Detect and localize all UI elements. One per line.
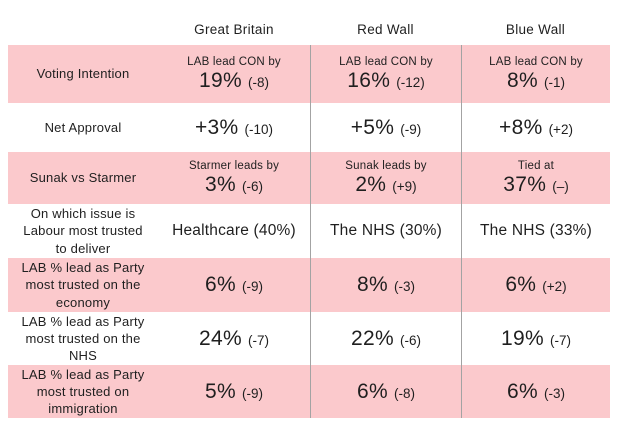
cell-prefix: Sunak leads by [345, 159, 427, 172]
cell-change: (-6) [241, 178, 263, 194]
cell-value: 22% [351, 326, 394, 350]
cell-text: The NHS (33%) [480, 222, 592, 239]
cell-value: +3% [194, 115, 239, 139]
row-label-trusted-immigration: LAB % lead as Party most trusted on immi… [8, 365, 158, 418]
cell-change: (-10) [244, 121, 274, 137]
cell-change: (-8) [393, 385, 415, 401]
cell-value: 8% [507, 68, 538, 92]
cell-value: +5% [350, 115, 395, 139]
cell-change: (-9) [400, 121, 422, 137]
cell-value: 6% [357, 379, 388, 403]
row-label-voting-intention: Voting Intention [8, 45, 158, 103]
table-cell: The NHS (33%) [461, 204, 610, 258]
cell-change: (-12) [396, 74, 425, 90]
row-label-net-approval: Net Approval [44, 119, 122, 135]
table-cell: +3% (-10) [158, 103, 310, 152]
column-header-great-britain: Great Britain [194, 22, 274, 37]
cell-value: 5% [205, 379, 236, 403]
cell-prefix: LAB lead CON by [489, 55, 583, 68]
cell-value: 6% [505, 273, 537, 296]
row-label-sunak-vs-starmer: Sunak vs Starmer [8, 152, 158, 204]
cell-text: Healthcare (40%) [172, 222, 296, 239]
table-cell: 6% (-8) [310, 365, 461, 418]
column-header-blue-wall: Blue Wall [505, 22, 566, 37]
table-cell: 6% (-9) [158, 258, 310, 312]
table-cell: Starmer leads by 3% (-6) [158, 152, 310, 204]
header-empty-cell [8, 0, 158, 45]
cell-value: +8% [499, 115, 543, 139]
cell-change: (-9) [241, 385, 263, 401]
cell-value: 16% [347, 68, 391, 92]
table-cell: 8% (-3) [310, 258, 461, 312]
row-label-trusted-nhs: LAB % lead as Party most trusted on the … [21, 313, 145, 364]
table-cell: Sunak leads by 2% (+9) [310, 152, 461, 204]
cell-change: (+9) [392, 178, 417, 194]
cell-value: 19% [501, 326, 544, 350]
cell-change: (-3) [543, 385, 565, 401]
cell-change: (-6) [399, 332, 421, 348]
cell-prefix: LAB lead CON by [339, 55, 433, 68]
cell-value: 3% [205, 172, 236, 196]
cell-change: (-3) [393, 279, 415, 294]
table-cell: LAB lead CON by 16% (-12) [310, 45, 461, 103]
cell-change: (+2) [548, 121, 573, 137]
table-cell: +8% (+2) [461, 103, 610, 152]
cell-change: (+2) [542, 279, 567, 294]
cell-value: 8% [357, 273, 388, 296]
cell-change: (–) [552, 178, 569, 194]
cell-value: 6% [507, 379, 538, 403]
table-cell: 6% (-3) [461, 365, 610, 418]
table-cell: 24% (-7) [158, 312, 310, 365]
table-cell: The NHS (30%) [310, 204, 461, 258]
table-cell: LAB lead CON by 19% (-8) [158, 45, 310, 103]
cell-value: 37% [503, 172, 547, 196]
cell-change: (-7) [247, 332, 269, 348]
row-label-issue-most-trusted: On which issue is Labour most trusted to… [23, 206, 143, 256]
table-cell: 5% (-9) [158, 365, 310, 418]
cell-prefix: Tied at [517, 159, 555, 172]
table-cell: 19% (-7) [461, 312, 610, 365]
table-cell: Tied at 37% (–) [461, 152, 610, 204]
table-cell: +5% (-9) [310, 103, 461, 152]
table-cell: Healthcare (40%) [158, 204, 310, 258]
cell-change: (-1) [543, 74, 565, 90]
cell-prefix: LAB lead CON by [187, 55, 281, 68]
cell-value: 6% [205, 273, 236, 296]
cell-change: (-9) [241, 279, 263, 294]
column-header-red-wall: Red Wall [357, 22, 414, 37]
table-cell: LAB lead CON by 8% (-1) [461, 45, 610, 103]
cell-value: 2% [355, 172, 387, 196]
cell-value: 19% [199, 68, 242, 92]
cell-change: (-7) [549, 332, 571, 348]
table-cell: 22% (-6) [310, 312, 461, 365]
cell-prefix: Starmer leads by [188, 159, 280, 172]
cell-value: 24% [199, 326, 242, 350]
cell-text: The NHS (30%) [330, 222, 442, 239]
poll-results-table: Great Britain Red Wall Blue Wall Voting … [8, 0, 610, 418]
row-label-trusted-economy: LAB % lead as Party most trusted on the … [8, 258, 158, 312]
table-cell: 6% (+2) [461, 258, 610, 312]
cell-change: (-8) [247, 74, 269, 90]
